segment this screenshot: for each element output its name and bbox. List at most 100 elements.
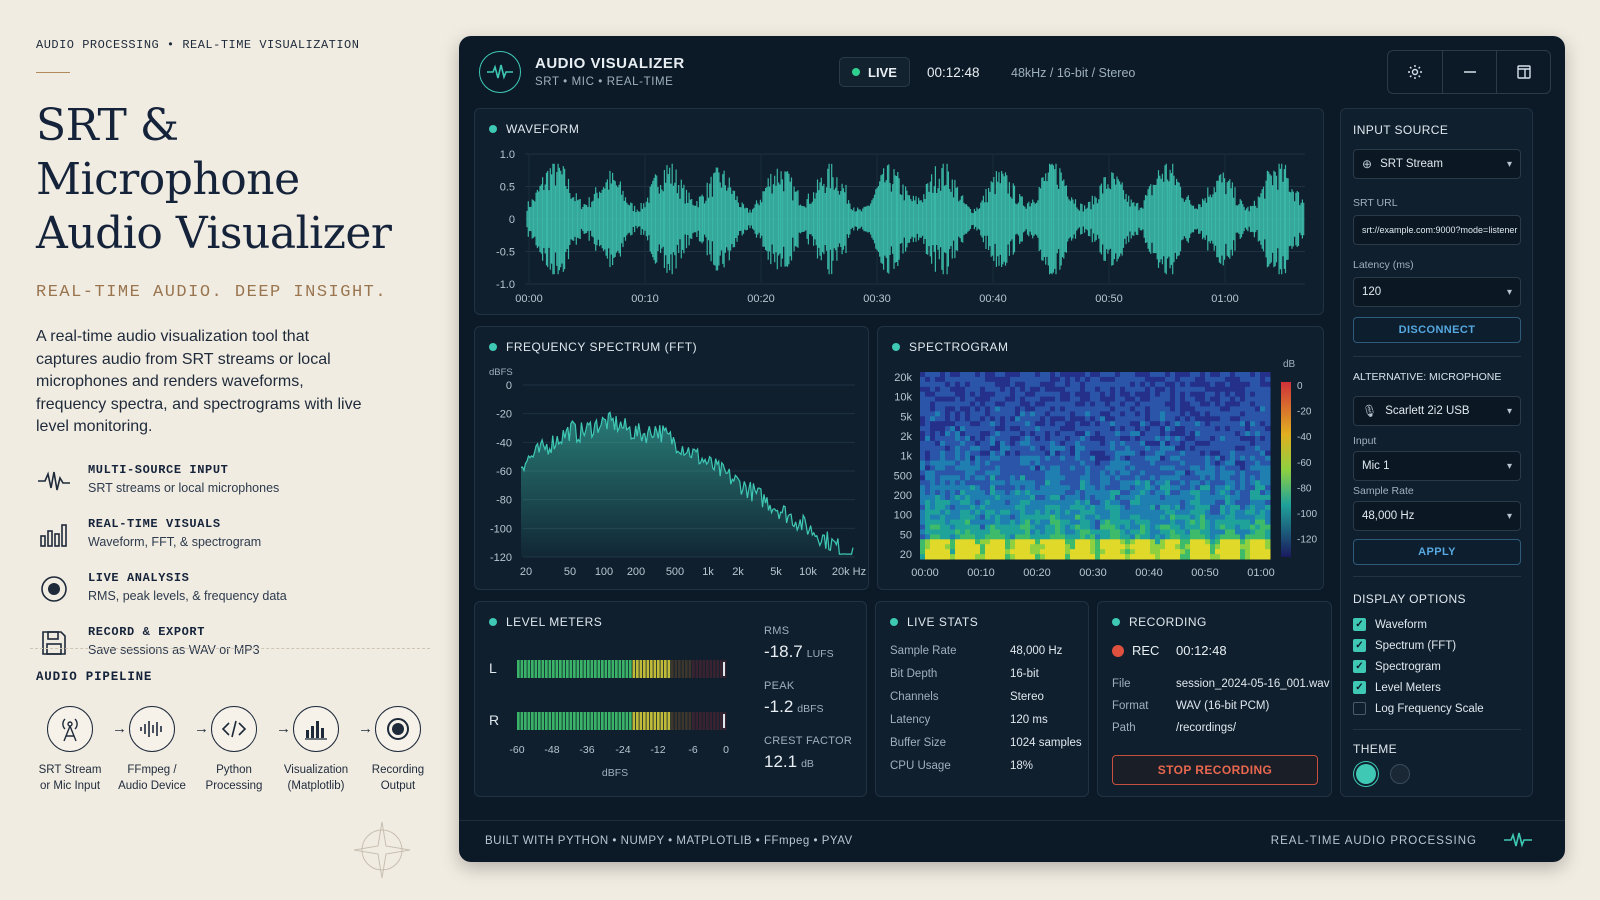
right-meter-segment bbox=[527, 712, 531, 730]
spectrogram-cell bbox=[1110, 465, 1116, 471]
spectrogram-cell bbox=[1135, 431, 1141, 437]
spectrogram-cell bbox=[1160, 436, 1166, 442]
right-meter-segment bbox=[552, 712, 555, 730]
spectrogram-cell bbox=[975, 495, 981, 501]
spectrogram-cell bbox=[1050, 411, 1056, 417]
left-meter-segment bbox=[548, 660, 552, 678]
input-source-select[interactable]: ⊕ SRT Stream ▾ bbox=[1353, 149, 1521, 179]
spectrogram-cell bbox=[1115, 529, 1121, 535]
spectrogram-cell bbox=[1175, 431, 1181, 437]
checkbox-icon[interactable]: ✓ bbox=[1353, 681, 1366, 694]
spectrogram-cell bbox=[1065, 519, 1071, 525]
spectrogram-cell bbox=[1020, 445, 1026, 452]
spectrogram-cell bbox=[930, 381, 936, 388]
spectrogram-cell bbox=[1255, 534, 1261, 540]
spectrogram-cell bbox=[1160, 485, 1166, 491]
spectrogram-cell bbox=[1100, 519, 1106, 525]
spectrogram-cell bbox=[1050, 376, 1056, 383]
spectrogram-cell bbox=[1085, 509, 1091, 516]
spectrogram-cell bbox=[1110, 396, 1116, 402]
checkbox-icon[interactable]: ✓ bbox=[1353, 618, 1366, 631]
left-meter-segment bbox=[594, 660, 597, 678]
spectrogram-cell bbox=[1240, 406, 1246, 412]
spectrogram-cell bbox=[1055, 401, 1061, 407]
spectrogram-cell bbox=[1130, 519, 1136, 525]
spectrogram-cell bbox=[1165, 450, 1171, 457]
spectrogram-cell bbox=[1065, 485, 1071, 491]
checkbox-icon[interactable]: ✓ bbox=[1353, 660, 1366, 673]
spectrogram-cell bbox=[1090, 381, 1096, 388]
theme-dark-swatch[interactable] bbox=[1390, 764, 1410, 784]
maximize-button[interactable] bbox=[1496, 51, 1550, 93]
x-tick-label: 00:40 bbox=[1135, 567, 1163, 579]
spectrogram-cell bbox=[965, 396, 971, 402]
spectrogram-cell bbox=[980, 529, 986, 535]
right-meter-segment bbox=[531, 712, 534, 730]
spectrogram-cell bbox=[980, 534, 986, 540]
app-header: AUDIO VISUALIZER SRT • MIC • REAL-TIME L… bbox=[459, 36, 1565, 108]
option-spectrum[interactable]: ✓ Spectrum (FFT) bbox=[1353, 639, 1456, 652]
spectrogram-cell bbox=[1165, 549, 1171, 555]
spectrogram-cell bbox=[1145, 396, 1151, 402]
spectrogram-cell bbox=[1135, 416, 1141, 422]
checkbox-icon[interactable] bbox=[1353, 702, 1366, 715]
spectrogram-cell bbox=[1010, 445, 1016, 452]
spectrogram-cell bbox=[1115, 544, 1121, 550]
option-level-meters[interactable]: ✓ Level Meters bbox=[1353, 681, 1441, 694]
spectrogram-cell bbox=[975, 406, 981, 412]
apply-button[interactable]: APPLY bbox=[1353, 539, 1521, 565]
spectrogram-cell bbox=[950, 426, 956, 432]
spectrogram-cell bbox=[975, 436, 981, 442]
spectrogram-cell bbox=[1240, 485, 1246, 491]
spectrogram-cell bbox=[1260, 460, 1266, 466]
spectrogram-cell bbox=[935, 470, 941, 476]
spectrogram-cell bbox=[1195, 549, 1201, 555]
spectrogram-cell bbox=[960, 544, 966, 550]
spectrogram-cell bbox=[1175, 529, 1181, 535]
stop-recording-button[interactable]: STOP RECORDING bbox=[1112, 755, 1318, 785]
spectrogram-cell bbox=[1085, 426, 1091, 432]
disconnect-button[interactable]: DISCONNECT bbox=[1353, 317, 1521, 343]
checkbox-icon[interactable]: ✓ bbox=[1353, 639, 1366, 652]
colorbar-tick-label: -80 bbox=[1297, 483, 1312, 494]
theme-teal-swatch[interactable] bbox=[1356, 764, 1376, 784]
option-waveform[interactable]: ✓ Waveform bbox=[1353, 618, 1427, 631]
minimize-button[interactable] bbox=[1442, 51, 1496, 93]
spectrogram-cell bbox=[1100, 411, 1106, 417]
spectrogram-cell bbox=[1235, 470, 1241, 476]
spectrogram-cell bbox=[920, 475, 926, 481]
input-channel-select[interactable]: Mic 1 ▾ bbox=[1353, 451, 1521, 481]
srt-url-input[interactable]: srt://example.com:9000?mode=listener bbox=[1353, 215, 1521, 245]
latency-select[interactable]: 120 ▾ bbox=[1353, 277, 1521, 307]
spectrogram-cell bbox=[1170, 524, 1176, 530]
spectrogram-cell bbox=[1200, 534, 1206, 540]
left-meter-segment bbox=[629, 660, 632, 678]
spectrogram-cell bbox=[1000, 499, 1006, 506]
option-log-frequency[interactable]: Log Frequency Scale bbox=[1353, 702, 1484, 715]
right-meter-segment bbox=[664, 712, 667, 730]
spectrogram-cell bbox=[1060, 436, 1066, 442]
spectrogram-cell bbox=[970, 509, 976, 516]
spectrogram-cell bbox=[1260, 504, 1266, 511]
spectrogram-cell bbox=[1085, 544, 1091, 550]
settings-button[interactable] bbox=[1388, 51, 1442, 93]
spectrogram-cell bbox=[940, 440, 946, 447]
spectrogram-cell bbox=[985, 470, 991, 476]
spectrogram-cell bbox=[1055, 376, 1061, 383]
mic-device-select[interactable]: 🎙 Scarlett 2i2 USB ▾ bbox=[1353, 396, 1521, 426]
spectrogram-cell bbox=[1260, 495, 1266, 501]
spectrogram-cell bbox=[1000, 372, 1006, 378]
spectrogram-cell bbox=[1240, 514, 1246, 521]
spectrogram-cell bbox=[1180, 401, 1186, 407]
spectrogram-cell bbox=[1095, 401, 1101, 407]
spectrogram-cell bbox=[1240, 509, 1246, 516]
spectrogram-cell bbox=[925, 554, 931, 560]
sample-rate-select[interactable]: 48,000 Hz ▾ bbox=[1353, 501, 1521, 531]
spectrogram-cell bbox=[1265, 480, 1271, 486]
spectrogram-cell bbox=[1125, 514, 1131, 521]
spectrogram-cell bbox=[965, 431, 971, 437]
spectrogram-cell bbox=[1135, 524, 1141, 530]
option-spectrogram[interactable]: ✓ Spectrogram bbox=[1353, 660, 1441, 673]
spectrogram-cell bbox=[955, 470, 961, 476]
spectrogram-cell bbox=[945, 495, 951, 501]
